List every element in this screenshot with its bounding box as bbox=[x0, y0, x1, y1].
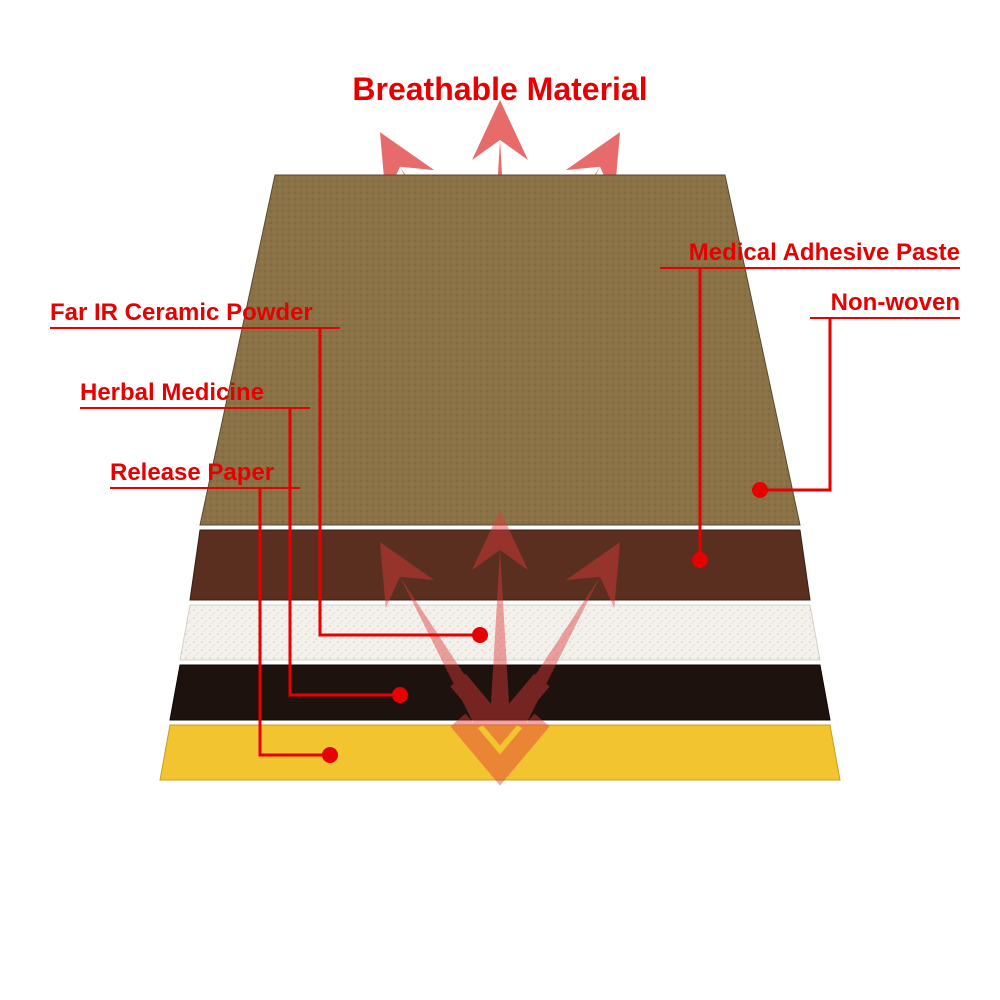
label-far-ir-ceramic-powder: Far IR Ceramic Powder bbox=[50, 299, 313, 326]
title: Breathable Material bbox=[352, 71, 647, 107]
label-medical-adhesive-paste: Medical Adhesive Paste bbox=[689, 239, 960, 266]
label-release-paper: Release Paper bbox=[110, 459, 274, 486]
label-non-woven: Non-woven bbox=[831, 289, 960, 316]
label-herbal-medicine: Herbal Medicine bbox=[80, 379, 264, 406]
